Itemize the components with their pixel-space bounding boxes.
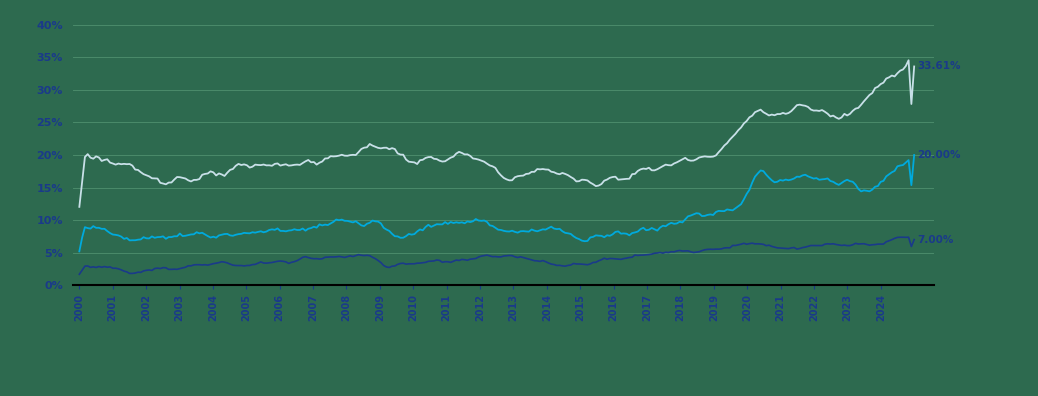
Text: 20.00%: 20.00% [917, 150, 960, 160]
Text: 7.00%: 7.00% [917, 234, 953, 245]
Text: 33.61%: 33.61% [917, 61, 960, 71]
